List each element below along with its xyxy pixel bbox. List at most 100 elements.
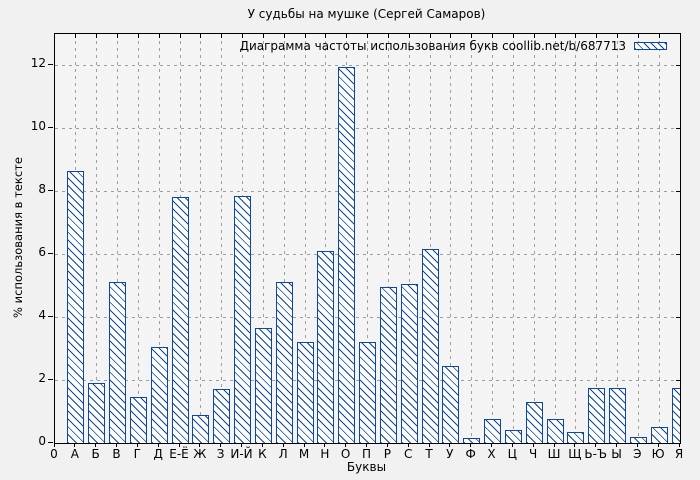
x-tick: [553, 443, 555, 447]
top-tick: [179, 34, 181, 38]
y-tick-label-0: 0: [38, 434, 46, 448]
x-tick-label-С: С: [403, 447, 413, 461]
bar-Ц: [504, 430, 522, 443]
bar-К: [254, 328, 272, 443]
top-tick: [75, 34, 77, 38]
x-tick: [449, 443, 451, 447]
bar-С: [400, 283, 418, 443]
bar-М: [296, 342, 314, 443]
x-tick: [491, 443, 492, 447]
vgridline: [554, 34, 556, 443]
x-tick-label-Ж: Ж: [193, 447, 207, 461]
y-tick-label-10: 10: [30, 119, 46, 133]
vgridline: [575, 34, 577, 443]
x-tick: [74, 443, 76, 447]
x-tick-label-Щ: Щ: [568, 447, 582, 461]
bar-И-Й: [234, 195, 251, 443]
top-tick: [512, 34, 514, 38]
x-tick: [366, 443, 367, 447]
bar-Е-Ё: [171, 197, 189, 443]
x-tick-label-Б: Б: [91, 447, 100, 461]
x-tick-label-Ь-Ъ: Ь-Ъ: [584, 447, 607, 461]
vgridline: [408, 34, 410, 443]
right-tick: [676, 64, 680, 66]
bar-Н: [317, 250, 335, 443]
top-tick: [262, 34, 264, 38]
hgridline: [55, 316, 680, 318]
vgridline: [596, 34, 598, 443]
y-tick-label-4: 4: [38, 308, 46, 322]
top-tick: [96, 34, 98, 38]
x-tick: [470, 443, 472, 447]
bar-З: [213, 389, 231, 443]
top-tick: [450, 34, 452, 38]
top-tick: [200, 34, 202, 38]
bar-Д: [150, 346, 168, 443]
vgridline: [387, 34, 389, 443]
vgridline: [158, 34, 160, 443]
x-tick-label-Р: Р: [383, 447, 391, 461]
x-tick-label-А: А: [70, 447, 79, 461]
x-tick: [386, 443, 388, 447]
top-tick: [617, 34, 618, 38]
x-tick: [136, 443, 138, 447]
y-tick-label-8: 8: [38, 182, 46, 196]
y-tick: [48, 126, 53, 128]
x-tick-label-У: У: [446, 447, 454, 461]
x-tick: [574, 443, 576, 447]
y-tick: [48, 378, 53, 380]
x-tick: [199, 443, 201, 447]
x-tick: [116, 443, 117, 447]
top-tick: [596, 34, 598, 38]
x-tick-label-0: 0: [50, 447, 58, 461]
vgridline: [658, 34, 660, 443]
bar-Щ: [567, 431, 585, 443]
x-tick-label-Ц: Ц: [507, 447, 517, 461]
top-tick: [533, 34, 535, 38]
legend: Диаграмма частоты использования букв coo…: [240, 39, 667, 53]
vgridline: [283, 34, 285, 443]
bar-Ю: [650, 427, 668, 443]
bar-А: [67, 170, 85, 443]
top-tick: [325, 34, 327, 38]
x-tick: [157, 443, 159, 447]
bar-Э: [629, 436, 647, 443]
right-tick: [676, 253, 680, 255]
vgridline: [262, 34, 264, 443]
x-tick: [511, 443, 513, 447]
top-tick: [158, 34, 160, 38]
x-tick: [220, 443, 222, 447]
hgridline: [55, 64, 680, 66]
x-tick-label-О: О: [340, 447, 351, 461]
bar-В: [109, 282, 126, 443]
top-tick: [221, 34, 223, 38]
vgridline: [617, 34, 618, 443]
bar-Ы: [609, 387, 626, 443]
y-tick: [48, 189, 53, 191]
x-tick: [678, 443, 680, 447]
x-tick-label-Я: Я: [674, 447, 684, 461]
x-tick: [636, 443, 638, 447]
x-tick-label-Г: Г: [133, 447, 141, 461]
bar-Ь-Ъ: [588, 387, 606, 443]
x-tick-label-К: К: [258, 447, 267, 461]
x-tick-label-И-Й: И-Й: [230, 447, 253, 461]
top-tick: [137, 34, 139, 38]
bar-Т: [421, 249, 439, 443]
y-tick: [48, 63, 53, 65]
hgridline: [55, 253, 680, 255]
bar-П: [359, 342, 376, 443]
bar-У: [442, 365, 460, 443]
vgridline: [117, 34, 118, 443]
vgridline: [637, 34, 639, 443]
vgridline: [471, 34, 473, 443]
vgridline: [221, 34, 223, 443]
vgridline: [325, 34, 327, 443]
bar-Ч: [525, 402, 543, 443]
x-tick-label-Э: Э: [633, 447, 642, 461]
bar-Ш: [546, 419, 564, 443]
top-tick: [346, 34, 348, 38]
y-tick-label-6: 6: [38, 245, 46, 259]
x-tick-label-М: М: [298, 447, 310, 461]
